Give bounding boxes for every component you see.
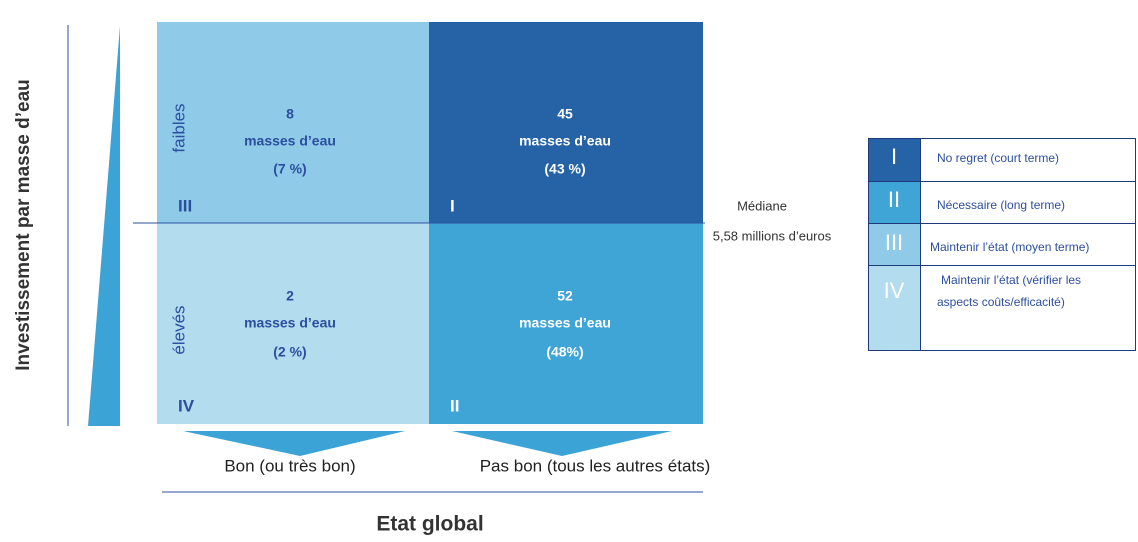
legend-numeral: II <box>888 187 900 212</box>
column-label: Pas bon (tous les autres états) <box>480 456 711 475</box>
legend-text: No regret (court terme) <box>937 151 1059 165</box>
share: (7 %) <box>273 161 306 177</box>
legend-text: Maintenir l’état (vérifier les <box>941 273 1081 287</box>
legend-numeral: IV <box>884 278 905 303</box>
numeral: II <box>450 396 459 415</box>
legend-numeral: I <box>891 144 897 169</box>
numeral: I <box>450 196 455 215</box>
quadrant-top-left <box>157 22 429 223</box>
y-axis-wedge <box>88 26 120 426</box>
numeral: IV <box>178 396 195 415</box>
share: (43 %) <box>544 161 585 177</box>
quadrant-top-right <box>429 22 703 223</box>
count: 45 <box>557 106 573 122</box>
legend-text: aspects coûts/efficacité) <box>937 295 1065 309</box>
legend: I II III IV No regret (court terme) Néce… <box>868 138 1136 351</box>
legend-swatch <box>869 139 920 181</box>
row-label: faibles <box>169 103 188 152</box>
median-label: Médiane <box>737 198 787 213</box>
column-arrow <box>183 431 405 456</box>
legend-text: Nécessaire (long terme) <box>937 198 1065 212</box>
numeral: III <box>178 196 192 215</box>
unit: masses d’eau <box>244 315 336 331</box>
column-label: Bon (ou très bon) <box>224 456 355 475</box>
x-axis-label: Etat global <box>376 513 483 536</box>
column-arrow <box>452 431 672 456</box>
legend-swatch <box>869 181 920 223</box>
unit: masses d’eau <box>244 133 336 149</box>
count: 52 <box>557 288 573 304</box>
quadrant-bottom-left <box>157 223 429 424</box>
legend-numeral: III <box>885 230 903 255</box>
legend-swatch <box>869 223 920 266</box>
legend-text: Maintenir l’état (moyen terme) <box>930 240 1089 254</box>
row-label: élevés <box>169 305 188 354</box>
unit: masses d’eau <box>519 315 611 331</box>
share: (2 %) <box>273 344 306 360</box>
count: 8 <box>286 106 294 122</box>
share: (48%) <box>546 344 583 360</box>
legend-frame <box>868 138 1136 351</box>
median-value: 5,58 millions d’euros <box>713 228 832 243</box>
y-axis-label: Investissement par masse d’eau <box>13 79 34 370</box>
count: 2 <box>286 288 294 304</box>
legend-swatch <box>869 266 920 350</box>
quadrant-bottom-right <box>429 223 703 424</box>
unit: masses d’eau <box>519 133 611 149</box>
